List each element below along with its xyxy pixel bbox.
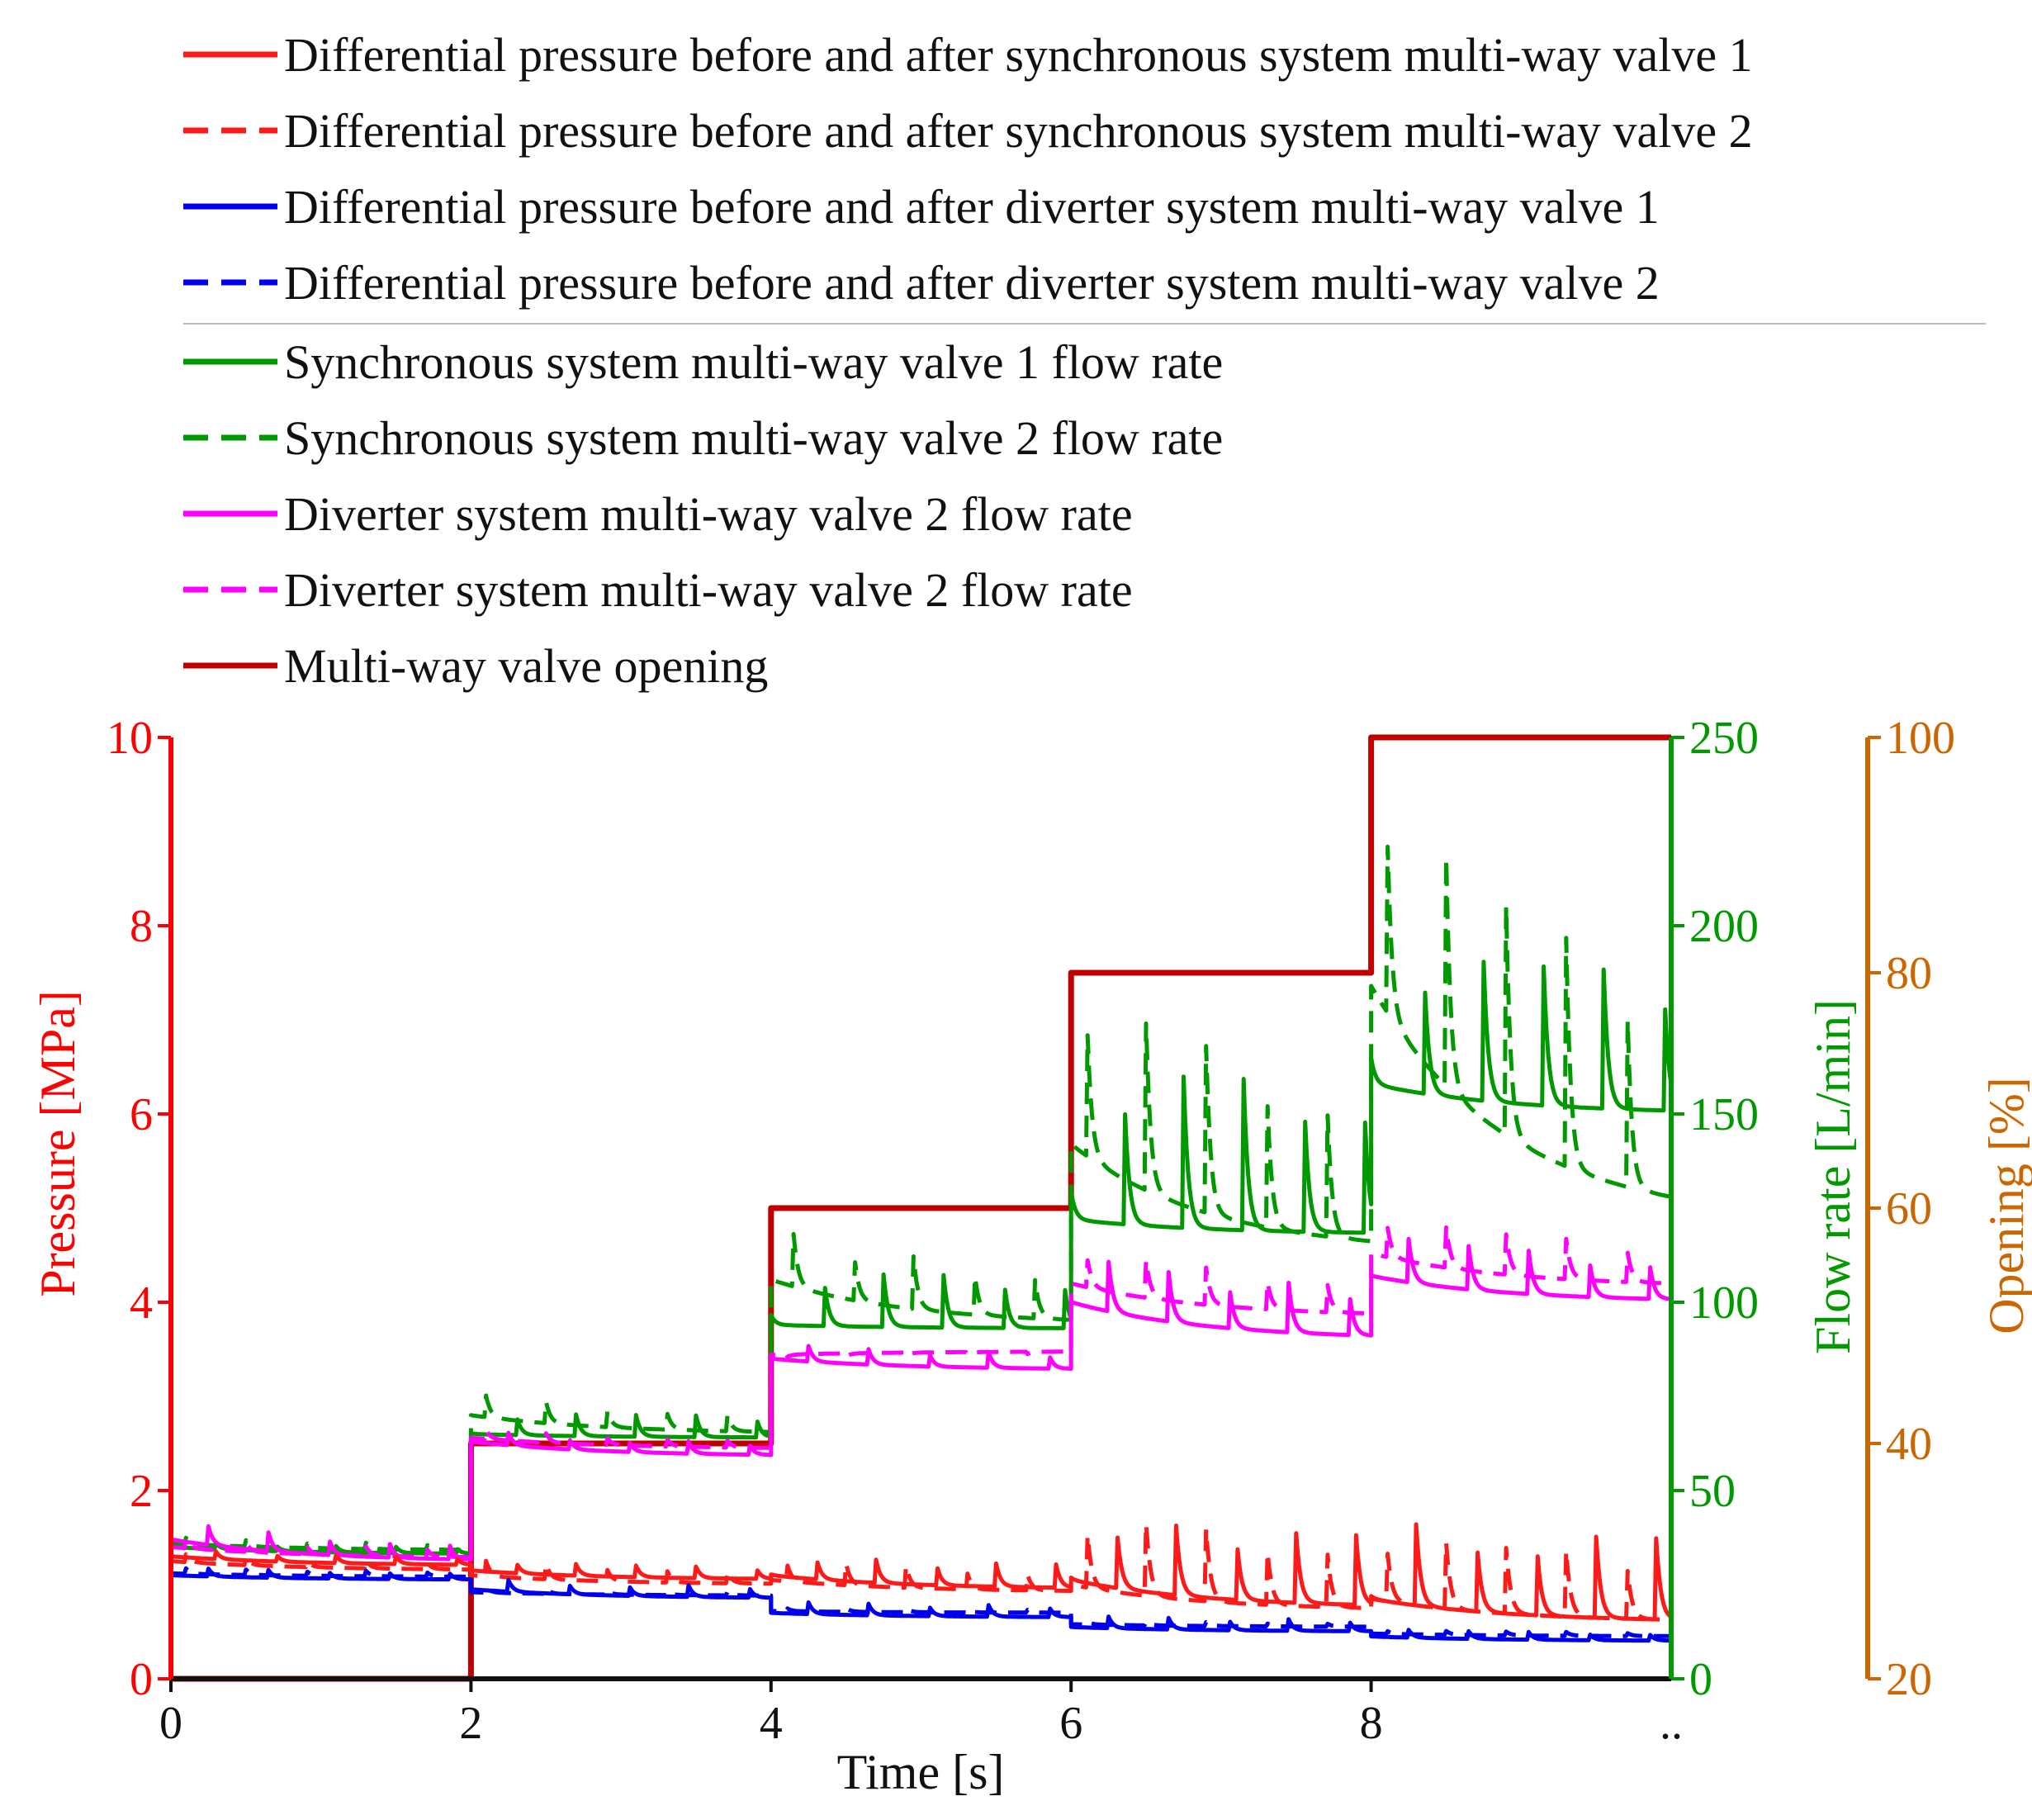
y-tick-label-flow-150: 150 (1689, 1089, 1759, 1140)
y-tick-label-flow-0: 0 (1689, 1654, 1712, 1705)
x-tick-label-6: .. (1660, 1698, 1683, 1749)
legend-label-2: Differential pressure before and after s… (284, 104, 1753, 158)
legend-label-9: Multi-way valve opening (284, 639, 768, 693)
y-tick-label-flow-100: 100 (1689, 1277, 1759, 1329)
x-tick-label-3: 4 (760, 1698, 783, 1749)
y-tick-label-pressure-6: 6 (130, 1089, 153, 1140)
y-tick-label-pressure-4: 4 (130, 1277, 153, 1329)
y-axis-title-pressure: Pressure [MPa] (31, 990, 85, 1297)
series-line-7 (170, 1522, 1672, 1622)
legend-label-1: Differential pressure before and after s… (284, 28, 1753, 82)
y-tick-label-opening-20: 20 (1886, 1654, 1932, 1705)
legend-label-8: Diverter system multi-way valve 2 flow r… (284, 563, 1133, 617)
legend-label-7: Diverter system multi-way valve 2 flow r… (284, 487, 1133, 541)
series-line-6 (170, 1522, 1673, 1622)
y-tick-label-pressure-8: 8 (130, 901, 153, 952)
y-tick-label-flow-250: 250 (1689, 713, 1759, 764)
y-tick-label-pressure-10: 10 (107, 713, 153, 764)
legend-label-3: Differential pressure before and after d… (284, 180, 1660, 234)
y-axis-title-flow: Flow rate [L/min] (1806, 999, 1860, 1354)
legend-label-5: Synchronous system multi-way valve 1 flo… (284, 335, 1223, 389)
y-tick-label-pressure-2: 2 (130, 1466, 153, 1517)
series-line-8 (170, 1566, 1672, 1643)
x-tick-label-5: 8 (1360, 1698, 1383, 1749)
y-tick-label-flow-50: 50 (1689, 1466, 1736, 1517)
series-line-2 (170, 960, 1674, 1556)
x-tick-label-2: 2 (459, 1698, 482, 1749)
x-tick-label-1: 0 (159, 1698, 182, 1749)
y-tick-label-opening-100: 100 (1886, 713, 1955, 764)
y-tick-label-opening-40: 40 (1886, 1419, 1932, 1470)
y-tick-label-opening-60: 60 (1886, 1183, 1932, 1235)
y-tick-label-flow-200: 200 (1689, 901, 1759, 952)
x-tick-label-4: 6 (1059, 1698, 1082, 1749)
series-line-9 (170, 1566, 1672, 1638)
legend-label-4: Differential pressure before and after d… (284, 256, 1660, 310)
y-axis-title-opening: Opening [%] (1979, 1077, 2032, 1334)
series-line-5 (170, 1225, 1672, 1560)
series-line-4 (170, 1236, 1672, 1562)
legend-label-6: Synchronous system multi-way valve 2 flo… (284, 411, 1223, 465)
series-line-3 (170, 844, 1672, 1552)
x-axis-title: Time [s] (837, 1745, 1005, 1799)
y-tick-label-opening-80: 80 (1886, 948, 1932, 999)
series-layer (170, 734, 1674, 1682)
y-tick-label-pressure-0: 0 (130, 1654, 153, 1705)
legend: Differential pressure before and after s… (183, 28, 1986, 693)
